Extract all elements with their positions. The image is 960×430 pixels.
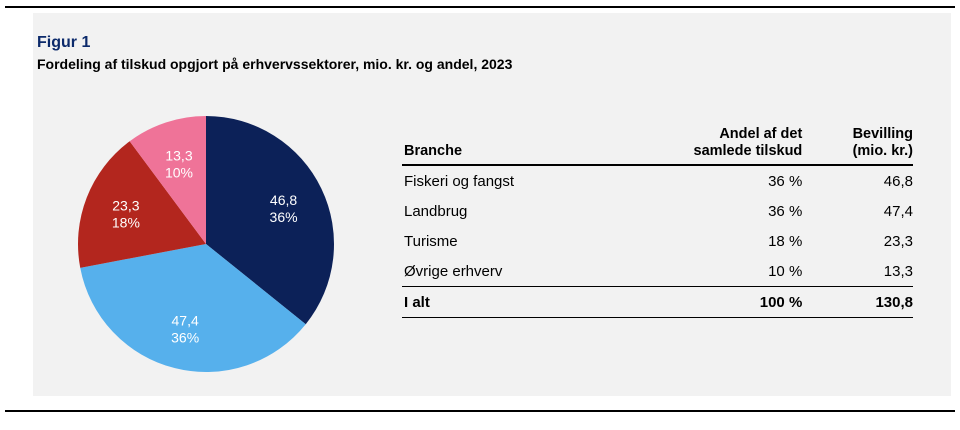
total-bevilling: 130,8 bbox=[802, 286, 913, 318]
cell-bevilling: 13,3 bbox=[883, 262, 913, 280]
table-row: Fiskeri og fangst 36 % 46,8 bbox=[402, 165, 913, 196]
cell-branche: Fiskeri og fangst bbox=[404, 172, 515, 190]
cell-andel: 36 % bbox=[768, 202, 803, 220]
header-bevilling: Bevilling (mio. kr.) bbox=[802, 126, 913, 166]
pie-value-label-1: 47,4 bbox=[172, 312, 199, 328]
table-total-row: I alt 100 % 130,8 bbox=[402, 286, 913, 318]
pie-share-label-2: 18% bbox=[112, 215, 140, 231]
pie-value-label-0: 46,8 bbox=[270, 192, 297, 208]
top-rule bbox=[5, 6, 955, 8]
cell-bevilling: 46,8 bbox=[883, 172, 913, 190]
cell-andel: 18 % bbox=[768, 232, 803, 250]
bottom-rule bbox=[5, 410, 955, 412]
figure-title: Fordeling af tilskud opgjort på erhvervs… bbox=[37, 56, 513, 72]
pie-slice-2 bbox=[78, 141, 206, 268]
pie-chart: 46,836%47,436%23,318%13,310% bbox=[78, 116, 334, 372]
total-andel: 100 % bbox=[632, 286, 803, 318]
header-branche: Branche bbox=[402, 126, 633, 166]
figure-label: Figur 1 bbox=[37, 34, 91, 51]
header-andel: Andel af det samlede tilskud bbox=[632, 126, 803, 166]
cell-branche: Øvrige erhverv bbox=[404, 262, 503, 280]
header-andel-line2: samlede tilskud bbox=[693, 143, 803, 159]
table-row: Landbrug 36 % 47,4 bbox=[402, 196, 913, 226]
cell-bevilling: 47,4 bbox=[883, 202, 913, 220]
cell-bevilling: 23,3 bbox=[883, 232, 913, 250]
total-branche: I alt bbox=[402, 286, 633, 318]
cell-andel: 10 % bbox=[768, 262, 803, 280]
header-andel-line1: Andel af det bbox=[719, 126, 803, 142]
cell-andel: 36 % bbox=[768, 172, 803, 190]
pie-share-label-0: 36% bbox=[270, 209, 298, 225]
table-header-row: Branche Andel af det samlede tilskud Bev… bbox=[402, 126, 913, 166]
pie-share-label-3: 10% bbox=[165, 164, 193, 180]
pie-slice-3 bbox=[129, 116, 206, 244]
cell-branche: Turisme bbox=[404, 232, 458, 250]
cell-branche: Landbrug bbox=[404, 202, 468, 220]
header-bevilling-line1: Bevilling bbox=[852, 126, 913, 142]
data-table: Branche Andel af det samlede tilskud Bev… bbox=[402, 126, 913, 318]
table-row: Øvrige erhverv 10 % 13,3 bbox=[402, 256, 913, 287]
header-bevilling-line2: (mio. kr.) bbox=[852, 143, 913, 159]
table-row: Turisme 18 % 23,3 bbox=[402, 226, 913, 256]
pie-slice-1 bbox=[80, 244, 306, 372]
pie-value-label-2: 23,3 bbox=[112, 198, 139, 214]
pie-slice-0 bbox=[206, 116, 334, 325]
pie-value-label-3: 13,3 bbox=[165, 147, 192, 163]
pie-share-label-1: 36% bbox=[171, 329, 199, 345]
